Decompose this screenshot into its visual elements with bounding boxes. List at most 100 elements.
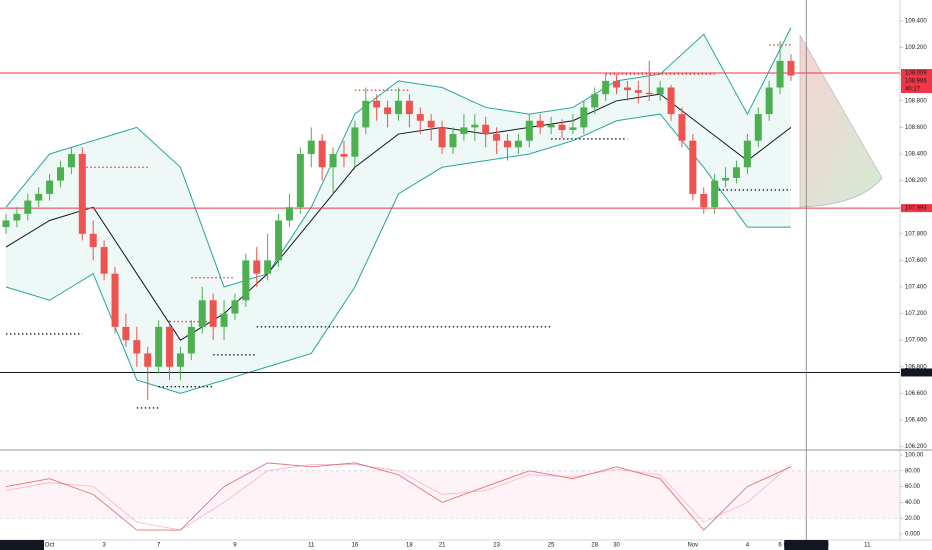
candle-body (743, 140, 751, 168)
candle-body (198, 300, 206, 327)
x-tick-label: 6 (778, 543, 782, 549)
candle-body (405, 100, 413, 115)
x-tick-label: 23 (493, 543, 500, 549)
x-tick-label: 28 (591, 543, 598, 549)
candle-body (711, 180, 719, 208)
candle-body (2, 220, 10, 228)
candle-body (471, 124, 479, 128)
cursor-label: 07 Nov '19 00:00 (784, 543, 830, 549)
price-label-box (901, 69, 932, 78)
candle-body (57, 167, 65, 181)
candle-body (602, 80, 610, 95)
candle-body (220, 313, 228, 327)
candle-body (504, 140, 512, 148)
candle-body (307, 140, 315, 154)
candle-body (209, 300, 217, 327)
candle-body (613, 80, 621, 88)
x-tick-label: 30 (613, 543, 620, 549)
oscillator-tick-label: 80.00 (905, 468, 921, 474)
projection-fan (799, 33, 883, 208)
x-tick-label: 4 (746, 543, 750, 549)
candle-body (732, 167, 740, 178)
candle-body (634, 90, 642, 93)
candle-body (329, 153, 337, 168)
candle-body (514, 140, 522, 148)
y-tick-label: 108.200 (905, 178, 927, 184)
candle-body (351, 127, 359, 157)
candle-body (416, 114, 424, 121)
candle-body (558, 124, 566, 131)
candle-body (689, 140, 697, 194)
x-tick-label: Oct (45, 543, 55, 549)
candle-body (78, 153, 86, 234)
x-tick-label: Nov (688, 543, 699, 549)
y-tick-label: 106.400 (905, 418, 927, 424)
price-label: 107.993 (905, 206, 927, 212)
candle-body (46, 180, 54, 194)
band-upper (5, 27, 792, 288)
candle-body (525, 120, 533, 141)
candle-body (493, 134, 501, 141)
candle-body (700, 193, 708, 208)
start-label-box (0, 540, 44, 550)
candle-body (438, 127, 446, 148)
price-label: 109.009 (905, 71, 927, 77)
price-label: 108.986 (905, 79, 927, 85)
candle-body (547, 124, 555, 128)
y-tick-label: 108.800 (905, 98, 927, 104)
candle-body (656, 87, 664, 95)
y-tick-label: 106.200 (905, 444, 927, 450)
candle-body (67, 153, 75, 168)
candle-body (264, 260, 272, 274)
candle-body (591, 94, 599, 108)
candle-body (776, 60, 784, 88)
candle-body (253, 260, 261, 274)
countdown: 40:17 (905, 87, 921, 93)
candle-body (35, 193, 43, 201)
candle-body (89, 233, 97, 248)
y-tick-label: 106.600 (905, 391, 927, 397)
x-tick-label: 18 (406, 543, 413, 549)
candle-body (275, 220, 283, 261)
y-tick-label: 108.600 (905, 125, 927, 131)
candle-body (373, 100, 381, 108)
price-label-box (901, 77, 932, 86)
oscillator-tick-label: 100.00 (905, 453, 924, 459)
candle-body (24, 200, 32, 214)
y-tick-label: 107.000 (905, 338, 927, 344)
candle-body (667, 87, 675, 115)
y-tick-label: 106.800 (905, 364, 927, 370)
y-tick-label: 107.600 (905, 258, 927, 264)
y-tick-label: 109.200 (905, 45, 927, 51)
price-label: 106.757 (905, 370, 927, 376)
oscillator-tick-label: 40.00 (905, 500, 921, 506)
candle-body (722, 177, 730, 181)
oscillator-band (0, 470, 900, 519)
oscillator-tick-label: 20.00 (905, 516, 921, 522)
y-tick-label: 107.800 (905, 231, 927, 237)
x-tick-label: 11 (864, 543, 871, 549)
candle-body (318, 140, 326, 168)
price-label-box (901, 368, 932, 377)
oscillator-tick-label: 0.000 (905, 532, 921, 538)
candle-body (427, 120, 435, 128)
candle-body (787, 60, 795, 76)
candle-body (362, 100, 370, 128)
candle-body (678, 114, 686, 141)
candle-body (340, 153, 348, 157)
candle-body (176, 353, 184, 367)
candle-body (285, 207, 293, 221)
x-tick-label: 16 (352, 543, 359, 549)
candle-body (449, 134, 457, 148)
candle-body (155, 326, 163, 367)
candle-body (765, 87, 773, 115)
candle-body (122, 326, 130, 341)
oscillator-tick-label: 60.00 (905, 484, 921, 490)
candle-body (231, 300, 239, 314)
candle-body (482, 124, 490, 135)
cursor-label-box (784, 540, 829, 550)
y-tick-label: 107.400 (905, 285, 927, 291)
y-tick-label: 109.400 (905, 19, 927, 25)
